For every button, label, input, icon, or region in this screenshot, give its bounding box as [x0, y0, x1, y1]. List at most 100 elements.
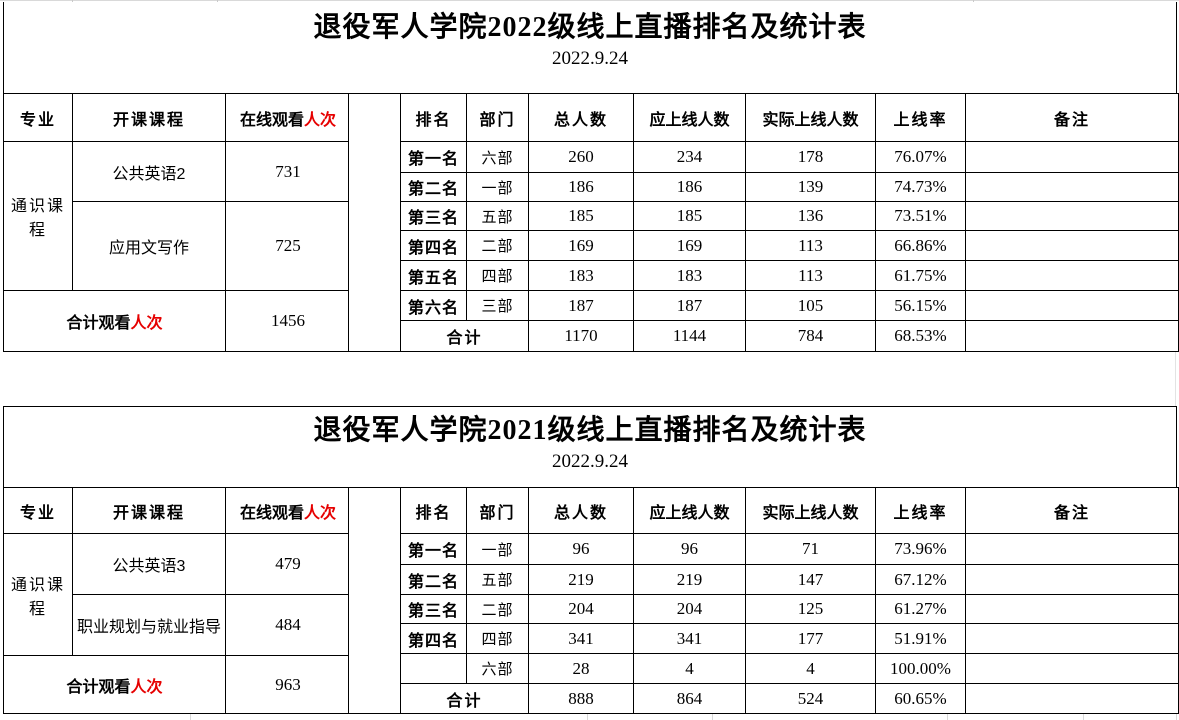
total-row-label: 合计 [400, 683, 529, 714]
rate-cell: 66.86% [875, 230, 966, 261]
rank-cell: 第四名 [400, 230, 467, 261]
expected-cell: 4 [633, 653, 746, 684]
actual-cell: 524 [745, 683, 876, 714]
header-rate: 上线率 [875, 487, 966, 534]
total-label-black: 合计观看 [66, 678, 131, 696]
rank-cell: 第五名 [400, 260, 467, 291]
total-cell: 169 [528, 230, 634, 261]
total-label-black: 合计观看 [66, 315, 131, 332]
expected-cell: 169 [633, 230, 746, 261]
note-cell [965, 320, 1179, 352]
total-cell: 204 [528, 594, 634, 624]
header-rate: 上线率 [875, 93, 966, 142]
rate-cell: 56.15% [875, 290, 966, 321]
header-views: 在线观看人次 [225, 487, 351, 534]
expected-cell: 187 [633, 290, 746, 321]
actual-cell: 71 [745, 533, 876, 565]
expected-cell: 186 [633, 172, 746, 202]
note-cell [965, 564, 1179, 595]
header-views: 在线观看人次 [225, 93, 351, 142]
expected-cell: 864 [633, 683, 746, 714]
section1-ranking-table: 排名 部门 总人数 应上线人数 实际上线人数 上线率 备注 第一名 六部 260… [400, 93, 1179, 352]
dept-cell: 二部 [466, 230, 529, 261]
section1-left-table: 专业 开课课程 在线观看人次 通识课程 公共英语2 731 应用文写作 725 … [3, 93, 351, 352]
total-views-label: 合计观看人次 [3, 655, 226, 714]
header-major: 专业 [3, 487, 73, 534]
note-cell [965, 230, 1179, 261]
gridline-tick [190, 714, 191, 720]
table-row: 第一名 六部 260 234 178 76.07% [400, 141, 1179, 173]
header-note: 备注 [965, 93, 1179, 142]
table-row: 六部 28 4 4 100.00% [400, 653, 1179, 684]
table-row: 第六名 三部 187 187 105 56.15% [400, 290, 1179, 321]
rate-cell: 67.12% [875, 564, 966, 595]
total-views-cell: 963 [225, 655, 351, 714]
note-cell [965, 683, 1179, 714]
total-cell: 187 [528, 290, 634, 321]
rate-cell: 51.91% [875, 623, 966, 654]
gridline-tick [72, 0, 73, 2]
header-course: 开课课程 [72, 93, 226, 142]
expected-cell: 204 [633, 594, 746, 624]
actual-cell: 147 [745, 564, 876, 595]
table-row: 第四名 四部 341 341 177 51.91% [400, 623, 1179, 654]
section2-ranking-table: 排名 部门 总人数 应上线人数 实际上线人数 上线率 备注 第一名 一部 96 … [400, 487, 1179, 714]
rate-cell: 60.65% [875, 683, 966, 714]
total-cell: 96 [528, 533, 634, 565]
header-expected: 应上线人数 [633, 93, 746, 142]
rate-cell: 73.96% [875, 533, 966, 565]
total-cell: 260 [528, 141, 634, 173]
expected-cell: 183 [633, 260, 746, 291]
header-actual: 实际上线人数 [745, 487, 876, 534]
actual-cell: 178 [745, 141, 876, 173]
section1-title-block: 退役军人学院2022级线上直播排名及统计表 2022.9.24 [3, 2, 1177, 93]
header-rank: 排名 [400, 93, 467, 142]
rank-cell: 第四名 [400, 623, 467, 654]
header-actual: 实际上线人数 [745, 93, 876, 142]
expected-cell: 234 [633, 141, 746, 173]
rank-cell: 第二名 [400, 564, 467, 595]
expected-cell: 1144 [633, 320, 746, 352]
gridline-tick [973, 0, 974, 2]
top-gridline [0, 0, 1179, 1]
header-views-red: 人次 [304, 504, 337, 522]
header-dept: 部门 [466, 93, 529, 142]
course-cell: 公共英语3 [72, 533, 226, 595]
rate-cell: 68.53% [875, 320, 966, 352]
note-cell [965, 533, 1179, 565]
total-views-cell: 1456 [225, 290, 351, 352]
header-views-red: 人次 [304, 111, 337, 129]
header-major: 专业 [3, 93, 73, 142]
dept-cell: 五部 [466, 564, 529, 595]
header-views-black: 在线观看 [239, 504, 304, 522]
rank-cell: 第二名 [400, 172, 467, 202]
total-cell: 219 [528, 564, 634, 595]
rate-cell: 61.75% [875, 260, 966, 291]
note-cell [965, 260, 1179, 291]
total-row-label: 合计 [400, 320, 529, 352]
rate-cell: 76.07% [875, 141, 966, 173]
gridline-tick [1176, 714, 1177, 720]
dept-cell: 六部 [466, 653, 529, 684]
actual-cell: 139 [745, 172, 876, 202]
note-cell [965, 172, 1179, 202]
dept-cell: 四部 [466, 260, 529, 291]
rank-cell: 第三名 [400, 201, 467, 231]
rank-cell: 第一名 [400, 141, 467, 173]
table-row: 第四名 二部 169 169 113 66.86% [400, 230, 1179, 261]
actual-cell: 113 [745, 260, 876, 291]
note-cell [965, 623, 1179, 654]
total-cell: 1170 [528, 320, 634, 352]
major-group-cell: 通识课程 [3, 141, 73, 291]
note-cell [965, 290, 1179, 321]
rank-cell: 第三名 [400, 594, 467, 624]
section1-date: 2022.9.24 [552, 48, 628, 69]
header-note: 备注 [965, 487, 1179, 534]
gridline-tick [947, 714, 948, 720]
note-cell [965, 594, 1179, 624]
actual-cell: 4 [745, 653, 876, 684]
header-course: 开课课程 [72, 487, 226, 534]
rate-cell: 74.73% [875, 172, 966, 202]
actual-cell: 177 [745, 623, 876, 654]
views-cell: 725 [225, 201, 351, 291]
